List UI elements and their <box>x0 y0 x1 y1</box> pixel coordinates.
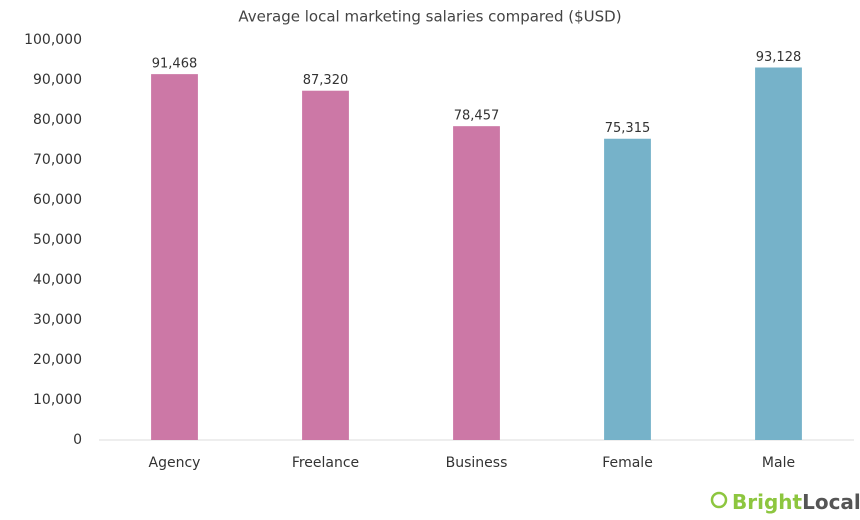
logo-pin <box>710 491 728 509</box>
value-label: 78,457 <box>454 109 500 124</box>
value-label: 87,320 <box>303 73 349 88</box>
y-tick-label: 70,000 <box>33 152 82 168</box>
bar <box>453 126 500 440</box>
y-tick-label: 0 <box>73 432 82 448</box>
brand-part: Bright <box>732 490 803 514</box>
bar <box>755 67 802 440</box>
bar <box>151 74 198 441</box>
value-label: 93,128 <box>756 50 802 65</box>
y-tick-label: 50,000 <box>33 232 82 248</box>
x-tick-label: Male <box>762 455 795 471</box>
brand-part: Local <box>802 490 860 514</box>
y-tick-label: 80,000 <box>33 112 82 128</box>
value-label: 75,315 <box>605 121 651 136</box>
value-label: 91,468 <box>152 57 198 72</box>
x-tick-label: Female <box>602 455 653 471</box>
x-tick-label: Freelance <box>292 455 359 471</box>
brand-logo: BrightLocal <box>710 490 860 514</box>
y-tick-label: 90,000 <box>33 72 82 88</box>
chart-title: Average local marketing salaries compare… <box>238 8 621 26</box>
bar <box>604 138 651 441</box>
y-tick-label: 100,000 <box>24 32 82 48</box>
x-tick-label: Agency <box>149 455 201 471</box>
bar <box>302 90 349 440</box>
y-tick-label: 30,000 <box>33 312 82 328</box>
y-tick-label: 20,000 <box>33 352 82 368</box>
y-tick-label: 10,000 <box>33 392 82 408</box>
y-tick-label: 40,000 <box>33 272 82 288</box>
x-tick-label: Business <box>446 455 508 471</box>
brand-text: BrightLocal <box>732 490 860 514</box>
y-tick-label: 60,000 <box>33 192 82 208</box>
